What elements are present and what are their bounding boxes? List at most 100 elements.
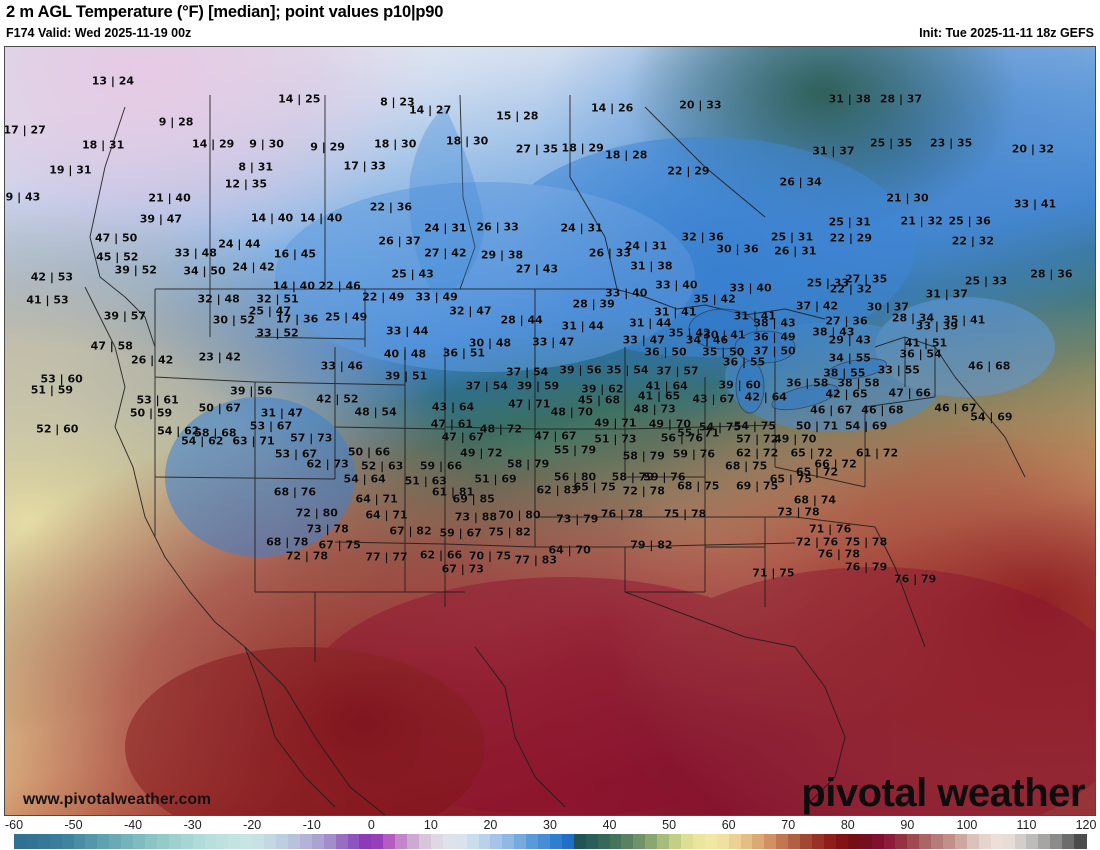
map-viewport[interactable]: 13 | 24 14 | 25 8 | 23 17 | 27 14 | 27 9 | 28… — [4, 46, 1096, 816]
colorbar-swatch — [264, 834, 277, 849]
point-value-label: 65 | 75 — [573, 480, 616, 494]
point-value-label: 47 | 58 — [90, 339, 133, 353]
point-value-label: 75 | 82 — [488, 525, 531, 539]
colorbar-swatch — [919, 834, 932, 849]
point-value-label: 42 | 65 — [825, 387, 868, 401]
colorbar-swatch — [943, 834, 956, 849]
point-value-label: 51 | 63 — [404, 474, 447, 488]
point-value-label: 22 | 36 — [369, 200, 413, 214]
point-value-label: 14 | 27 — [408, 103, 452, 117]
point-value-label: 53 | 67 — [249, 419, 293, 433]
point-value-label: 39 | 43 — [5, 190, 41, 204]
point-value-label: 36 | 49 — [753, 330, 796, 344]
colorbar-swatch — [681, 834, 694, 849]
point-value-label: 31 | 37 — [812, 144, 855, 158]
point-value-label: 68 | 75 — [677, 479, 720, 493]
colorbar-swatch — [407, 834, 420, 849]
colorbar-swatch — [109, 834, 122, 849]
point-value-label: 24 | 42 — [232, 260, 275, 274]
point-value-label: 22 | 46 — [318, 279, 361, 293]
point-value-label: 36 | 50 — [644, 345, 687, 359]
point-value-label: 48 | 70 — [550, 405, 593, 419]
colorbar-swatch — [1050, 834, 1063, 849]
colorbar-swatch — [454, 834, 468, 849]
colorbar-swatch — [597, 834, 611, 849]
point-value-label: 52 | 60 — [36, 422, 79, 436]
point-value-label: 79 | 82 — [630, 538, 673, 552]
point-value-label: 46 | 67 — [810, 403, 853, 417]
point-value-label: 25 | 33 — [806, 276, 850, 290]
colorbar-tick: -30 — [183, 818, 202, 832]
colorbar-swatch — [1038, 834, 1051, 849]
point-value-label: 21 | 30 — [886, 191, 929, 205]
colorbar-swatch — [573, 834, 587, 849]
point-value-label: 18 | 29 — [561, 141, 604, 155]
point-value-label: 53 | 60 — [40, 372, 83, 386]
point-value-label: 46 | 67 — [934, 401, 977, 415]
point-value-label: 45 | 52 — [96, 250, 139, 264]
colorbar-swatch — [609, 834, 623, 849]
colorbar-swatch — [121, 834, 134, 849]
colorbar-swatch — [1002, 834, 1016, 849]
point-value-label: 54 | 62 — [181, 434, 224, 448]
colorbar-swatch — [954, 834, 968, 849]
point-value-label: 72 | 78 — [285, 549, 329, 563]
colorbar-swatch — [788, 834, 801, 849]
point-value-label: 26 | 31 — [774, 244, 817, 258]
colorbar-swatch — [871, 834, 885, 849]
colorbar-swatch — [299, 834, 313, 849]
great-lakes — [688, 308, 887, 414]
point-value-label: 39 | 52 — [114, 263, 157, 277]
point-value-label: 45 | 68 — [577, 393, 621, 406]
colorbar-tick: -20 — [243, 818, 262, 832]
point-value-label: 25 | 33 — [964, 274, 1008, 288]
point-value-label: 31 | 41 — [654, 305, 697, 319]
brand-watermark: pivotal weather — [801, 771, 1085, 815]
colorbar-tick: 80 — [840, 818, 855, 832]
point-value-label: 47 | 67 — [534, 429, 577, 443]
point-value-label: 19 | 31 — [49, 163, 92, 177]
colorbar-swatch — [347, 834, 360, 849]
point-value-label: 75 | 78 — [664, 507, 707, 521]
point-value-label: 47 | 66 — [888, 386, 931, 400]
point-value-label: 39 | 51 — [384, 369, 428, 383]
point-value-label: 16 | 45 — [273, 247, 317, 261]
point-value-label: 71 | 75 — [752, 566, 795, 580]
point-value-label: 46 | 68 — [861, 403, 904, 417]
colorbar-swatch — [800, 834, 813, 849]
point-value-label: 46 | 68 — [968, 359, 1011, 373]
colorbar-swatch — [657, 834, 670, 849]
point-value-label: 38 | 55 — [823, 366, 866, 380]
point-value-label: 32 | 51 — [256, 292, 299, 306]
point-value-label: 48 | 54 — [354, 405, 397, 419]
point-value-label: 49 | 70 — [774, 432, 817, 446]
colorbar-swatch — [633, 834, 646, 849]
point-value-label: 31 | 41 — [733, 309, 777, 323]
point-value-label: 64 | 71 — [355, 492, 398, 506]
point-value-label: 33 | 47 — [622, 333, 665, 347]
point-value-label: 32 | 47 — [449, 304, 492, 318]
point-value-label: 28 | 34 — [891, 311, 935, 325]
point-value-label: 24 | 44 — [218, 237, 261, 251]
point-value-label: 58 | 79 — [507, 457, 550, 471]
point-value-label: 14 | 29 — [192, 137, 235, 151]
point-value-label: 49 | 72 — [460, 446, 503, 459]
point-value-label: 27 | 35 — [844, 272, 888, 286]
colorbar-swatch — [1014, 834, 1028, 849]
point-value-label: 26 | 34 — [779, 175, 822, 189]
point-value-label: 28 | 37 — [879, 92, 923, 106]
point-value-label: 25 | 36 — [948, 214, 991, 228]
colorbar: -60 -50 -40 -30 -20 -10 0 10 20 30 40 50 60 70 80 90 100… — [0, 818, 1100, 850]
point-value-label: 59 | 76 — [643, 470, 686, 484]
point-value-label: 69 | 85 — [452, 492, 495, 506]
point-value-label: 31 | 44 — [629, 316, 672, 330]
point-value-label: 54 | 69 — [970, 410, 1013, 424]
colorbar-swatch — [704, 834, 718, 849]
point-value-label: 33 | 55 — [877, 363, 920, 377]
colorbar-swatch — [561, 834, 575, 849]
point-value-label: 33 | 40 — [605, 286, 648, 300]
point-value-label: 56 | 76 — [660, 431, 704, 445]
point-value-label: 68 | 74 — [793, 493, 837, 507]
point-value-label: 50 | 71 — [795, 419, 839, 433]
